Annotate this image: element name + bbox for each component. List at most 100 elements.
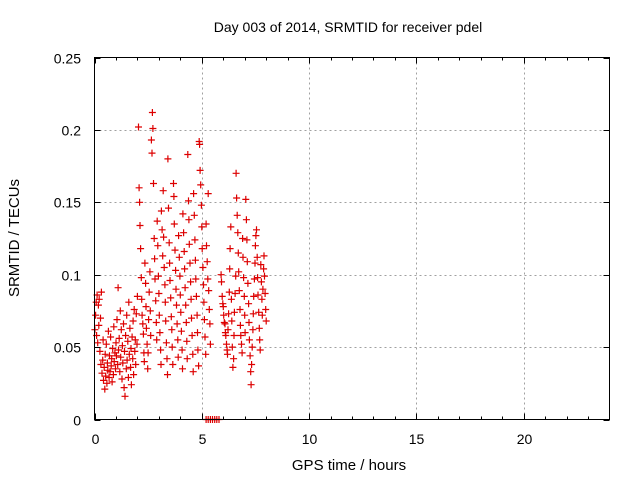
data-point xyxy=(173,301,180,309)
y-tick-labels: 0 0.05 0.1 0.15 0.2 0.25 xyxy=(54,51,81,429)
data-point xyxy=(97,288,105,296)
data-point xyxy=(107,362,115,370)
data-point xyxy=(164,155,172,163)
data-point xyxy=(132,361,140,368)
data-point xyxy=(233,194,241,202)
data-point xyxy=(240,274,248,282)
data-point xyxy=(123,311,131,319)
data-point xyxy=(186,259,194,267)
data-point xyxy=(159,252,167,260)
data-point xyxy=(108,378,116,386)
data-point xyxy=(182,301,190,309)
data-point xyxy=(145,316,153,324)
data-points xyxy=(91,109,270,423)
data-point xyxy=(196,166,204,174)
data-point xyxy=(229,363,237,371)
data-point xyxy=(157,207,165,215)
data-point xyxy=(189,368,197,376)
data-point xyxy=(119,359,127,367)
data-point xyxy=(109,371,117,379)
data-point xyxy=(150,180,157,187)
data-point xyxy=(103,359,111,367)
data-point xyxy=(179,365,186,373)
data-point xyxy=(171,246,179,254)
data-point xyxy=(219,303,227,311)
data-point xyxy=(230,308,238,316)
data-point xyxy=(202,350,210,358)
data-point xyxy=(127,345,135,352)
data-point xyxy=(151,255,159,263)
data-point xyxy=(153,336,161,344)
data-point xyxy=(143,340,151,348)
data-point xyxy=(123,356,131,364)
data-point xyxy=(224,326,232,334)
data-point xyxy=(246,352,254,360)
data-point xyxy=(235,287,243,295)
x-tick-label: 10 xyxy=(302,431,318,447)
data-point xyxy=(231,290,239,297)
data-point xyxy=(258,311,266,319)
data-point xyxy=(162,317,170,325)
y-tick-label: 0.25 xyxy=(54,51,81,67)
data-point xyxy=(94,339,102,347)
data-point xyxy=(124,337,132,345)
data-point xyxy=(148,149,156,157)
data-point xyxy=(170,193,178,200)
data-point xyxy=(132,310,140,318)
data-point xyxy=(175,253,183,261)
y-tick-label: 0.05 xyxy=(54,340,81,356)
data-point xyxy=(226,265,234,273)
data-point xyxy=(121,392,129,400)
data-point xyxy=(130,306,138,313)
data-point xyxy=(146,307,154,315)
data-point xyxy=(127,381,135,389)
data-point xyxy=(188,314,195,322)
data-point xyxy=(98,369,106,377)
data-point xyxy=(155,290,163,297)
data-point xyxy=(234,249,242,257)
data-point xyxy=(236,306,244,313)
data-point xyxy=(182,319,190,326)
data-point xyxy=(181,284,189,292)
data-point xyxy=(101,350,109,358)
data-point xyxy=(247,381,255,389)
data-point xyxy=(243,236,251,244)
data-point xyxy=(204,275,212,283)
data-point xyxy=(258,295,266,303)
data-point xyxy=(115,334,123,342)
data-point xyxy=(174,336,182,344)
data-point xyxy=(104,327,112,335)
data-point xyxy=(187,295,195,303)
data-point xyxy=(197,201,205,209)
data-point xyxy=(257,278,265,286)
data-point xyxy=(158,226,166,234)
data-point xyxy=(113,316,121,324)
data-point xyxy=(95,321,103,329)
data-point xyxy=(245,319,253,326)
data-point xyxy=(225,288,233,296)
data-point xyxy=(109,345,117,352)
data-point xyxy=(160,233,168,241)
data-point xyxy=(220,311,228,319)
data-point xyxy=(130,371,138,379)
data-point xyxy=(176,272,184,280)
data-point xyxy=(203,258,211,266)
data-point xyxy=(262,317,270,325)
data-point xyxy=(206,320,214,328)
data-point xyxy=(112,339,120,347)
data-point xyxy=(155,311,163,319)
data-point xyxy=(157,361,165,368)
y-tick-label: 0.1 xyxy=(62,268,82,284)
data-point xyxy=(192,275,200,283)
data-point xyxy=(245,336,253,344)
data-point xyxy=(166,277,174,284)
data-point xyxy=(253,253,261,261)
data-point xyxy=(184,151,192,158)
data-point xyxy=(253,226,260,234)
chart-title: Day 003 of 2014, SRMTID for receiver pde… xyxy=(214,19,482,35)
data-point xyxy=(228,343,236,351)
data-point xyxy=(146,268,154,276)
data-point xyxy=(261,290,269,297)
data-point xyxy=(245,300,253,308)
data-point xyxy=(138,295,146,303)
